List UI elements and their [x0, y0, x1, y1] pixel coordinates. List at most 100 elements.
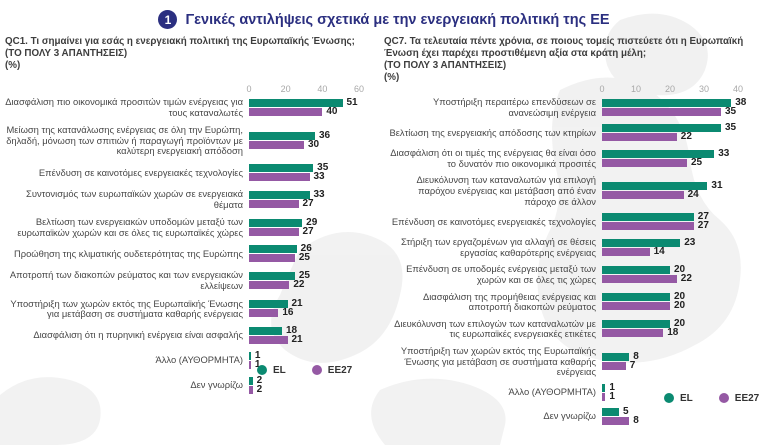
- value-label-el: 21: [291, 298, 303, 310]
- bar-el: [602, 149, 715, 158]
- bar-line-el: 1: [602, 382, 763, 392]
- axis-tick-label: 0: [246, 84, 252, 94]
- bar-group: 33 27: [249, 188, 380, 209]
- legend-item-el: EL: [257, 365, 286, 376]
- bar-group: 27 27: [602, 212, 763, 231]
- chart-row: Άλλο (ΑΥΘΟΡΜΗΤΑ) 1 1: [384, 382, 763, 402]
- bar-ee27: [249, 335, 288, 344]
- bar-line-ee27: 25: [249, 253, 380, 263]
- chart-row: Προώθηση της κλιματικής ουδετερότητας τη…: [5, 243, 380, 263]
- value-label-el: 8: [633, 350, 639, 362]
- value-label-el: 31: [711, 180, 723, 192]
- bar-ee27: [249, 141, 304, 150]
- category-label: Συντονισμός των ευρωπαϊκών χωρών σε ενερ…: [26, 187, 243, 210]
- bar-line-ee27: 1: [602, 391, 763, 401]
- value-label-ee27: 22: [293, 278, 305, 290]
- bar-line-ee27: 27: [249, 226, 380, 236]
- value-label-el: 1: [254, 349, 261, 361]
- bar-group: 35 33: [249, 161, 380, 182]
- bar-line-ee27: 27: [602, 221, 763, 231]
- bar-ee27: [249, 280, 290, 289]
- bar-el: [602, 265, 670, 274]
- bar-line-ee27: 24: [602, 189, 763, 201]
- bar-line-el: 1: [249, 349, 380, 361]
- chart-row: Υποστήριξη περαιτέρω επενδύσεων σε ανανε…: [384, 96, 763, 118]
- category-label: Διευκόλυνση των επιλογών των καταναλωτών…: [394, 317, 596, 340]
- question-qc7-unit: (%): [384, 72, 400, 83]
- bar-line-el: 23: [602, 237, 763, 247]
- value-label-el: 2: [256, 374, 263, 386]
- bar-line-el: 33: [249, 188, 380, 200]
- category-label: Διασφάλιση της προμήθειας ενέργειας και …: [422, 290, 596, 313]
- chart-qc1: QC1. Τι σημαίνει για εσάς η ενεργειακή π…: [0, 32, 380, 432]
- bar-line-el: 26: [249, 243, 380, 255]
- axis-tick-label: 40: [732, 84, 744, 94]
- bar-line-ee27: 33: [249, 171, 380, 181]
- bar-line-el: 20: [602, 264, 763, 274]
- bar-el: [602, 238, 681, 247]
- value-label-ee27: 16: [282, 307, 294, 319]
- value-label-ee27: 14: [653, 245, 665, 257]
- question-qc7-subtitle: (ΤΟ ΠΟΛΥ 3 ΑΠΑΝΤΗΣΕΙΣ): [384, 60, 507, 71]
- bar-line-el: 5: [602, 405, 763, 417]
- bar-group: 33 25: [602, 148, 763, 168]
- category-label: Διευκόλυνση των καταναλωτών για επιλογή …: [416, 174, 596, 207]
- charts-area: QC1. Τι σημαίνει για εσάς η ενεργειακή π…: [0, 32, 768, 432]
- bar-ee27: [249, 309, 279, 318]
- chart-row: Άλλο (ΑΥΘΟΡΜΗΤΑ) 1 1: [5, 349, 380, 370]
- bar-el: [249, 326, 282, 335]
- category-label: Άλλο (ΑΥΘΟΡΜΗΤΑ): [508, 386, 596, 398]
- legend-item-ee27: EE27: [718, 393, 759, 404]
- ee27-legend-label: EE27: [327, 364, 353, 376]
- bar-ee27: [602, 274, 677, 283]
- axis-tick-label: 20: [664, 84, 676, 94]
- value-label-ee27: 2: [256, 383, 263, 395]
- bar-ee27: [602, 302, 670, 311]
- bar-el: [602, 124, 721, 133]
- category-label: Υποστήριξη περαιτέρω επενδύσεων σε ανανε…: [433, 96, 596, 118]
- category-label: Διασφάλιση ότι οι τιμές της ενέργειας θα…: [390, 147, 596, 169]
- bar-line-ee27: 27: [249, 198, 380, 208]
- value-label-ee27: 24: [687, 189, 699, 201]
- bar-ee27: [602, 247, 650, 256]
- value-label-ee27: 22: [680, 131, 692, 143]
- value-label-el: 5: [623, 405, 629, 417]
- axis-tick-label: 30: [698, 84, 710, 94]
- bar-line-el: 18: [249, 325, 380, 335]
- chart-row: Στήριξη των εργαζομένων για αλλαγή σε θέ…: [384, 236, 763, 258]
- bar-line-ee27: 22: [602, 273, 763, 283]
- bar-line-el: 33: [602, 148, 763, 158]
- value-label-el: 33: [313, 188, 325, 200]
- category-label: Βελτίωση των ενεργειακών υποδομών μεταξύ…: [17, 216, 243, 238]
- legend-item-el: EL: [664, 393, 693, 404]
- bar-line-ee27: 8: [602, 415, 763, 425]
- section-number-badge: 1: [158, 10, 178, 29]
- axis-tick-label: 60: [353, 84, 365, 94]
- value-label-el: 38: [735, 96, 747, 108]
- page-header: 1 Γενικές αντιλήψεις σχετικά με την ενερ…: [0, 0, 768, 32]
- value-label-el: 29: [306, 216, 318, 228]
- bar-ee27: [249, 172, 310, 181]
- bar-el: [249, 271, 295, 280]
- bar-ee27: [602, 329, 664, 338]
- bar-line-ee27: 18: [602, 328, 763, 338]
- bar-line-ee27: 16: [249, 307, 380, 319]
- bar-el: [249, 300, 288, 309]
- question-qc7-header: QC7. Τα τελευταία πέντε χρόνια, σε ποιου…: [384, 32, 763, 84]
- chart-row: Επένδυση σε καινοτόμες ενεργειακές τεχνο…: [384, 212, 763, 231]
- chart-row: Διασφάλιση πιο οικονομικά προσιτών τιμών…: [5, 96, 380, 118]
- chart-row: Υποστήριξη των χωρών εκτός της Ευρωπαϊκή…: [384, 345, 763, 378]
- value-label-el: 35: [317, 161, 329, 173]
- bar-line-ee27: 2: [249, 383, 380, 395]
- value-label-el: 26: [300, 243, 312, 255]
- bar-line-el: 27: [602, 212, 763, 222]
- axis-tick-track: 0 20 40 60: [246, 84, 389, 97]
- bar-group: 20 20: [602, 291, 763, 311]
- chart-row: Διευκόλυνση των επιλογών των καταναλωτών…: [384, 317, 763, 340]
- value-label-ee27: 1: [254, 358, 261, 370]
- bar-el: [249, 351, 251, 360]
- bar-line-el: 38: [602, 96, 763, 108]
- value-label-el: 20: [674, 291, 686, 303]
